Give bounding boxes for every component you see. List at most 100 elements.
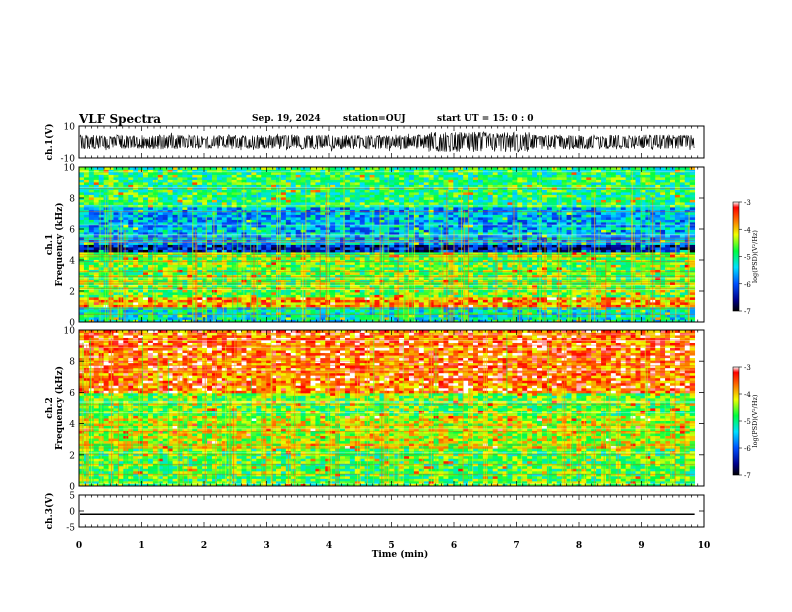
ch1-spectrogram-cell xyxy=(443,242,449,245)
ch1-spectrogram-cell xyxy=(512,297,518,300)
ch1-spectrogram-cell xyxy=(143,227,149,230)
ch1-spectrogram-cell xyxy=(576,299,582,303)
ch1-spectrogram-cell xyxy=(689,317,696,320)
ch1-spectrogram-cell xyxy=(433,259,439,263)
ch1-spectrogram-cell xyxy=(660,274,666,278)
ch1-spectrogram-cell xyxy=(98,269,105,273)
ch1-spectrogram-cell xyxy=(103,274,109,278)
ch1-spectrogram-cell xyxy=(192,314,198,318)
ch1-spectrogram-cell xyxy=(226,242,233,245)
ch1-spectrogram-cell xyxy=(428,297,435,300)
ch1-spectrogram-cell xyxy=(192,229,198,233)
ch1-spectrogram-cell xyxy=(655,307,661,310)
ch1-spectrogram-cell xyxy=(266,257,272,260)
ch1-spectrogram-cell xyxy=(177,319,183,323)
ch1-spectrogram-cell xyxy=(581,257,587,260)
ch1-spectrogram-cell xyxy=(335,242,341,245)
ch1-spectrogram-cell xyxy=(408,314,415,318)
ch1-spectrogram-cell xyxy=(290,232,297,235)
ch1-spectrogram-cell xyxy=(561,317,567,320)
ch1-spectrogram-cell xyxy=(620,299,627,303)
ch1-spectrogram-cell xyxy=(487,242,494,245)
ch1-spectrogram-cell xyxy=(221,224,228,228)
ch1-spectrogram-cell xyxy=(162,229,169,233)
ch1-spectrogram-cell xyxy=(276,309,282,313)
ch1-spectrogram-cell xyxy=(143,304,149,308)
ch1-spectrogram-cell xyxy=(187,299,193,303)
ch1-spectrogram-cell xyxy=(172,309,178,313)
ch1-spectrogram-cell xyxy=(551,227,558,230)
ch1-spectrogram-cell xyxy=(167,262,173,265)
ch1-spectrogram-cell xyxy=(665,289,671,293)
ch1-spectrogram-cell xyxy=(280,304,287,308)
ch1-spectrogram-cell xyxy=(418,294,425,298)
ch1-spectrogram-cell xyxy=(615,242,622,245)
ch1-spectrogram-cell xyxy=(211,282,218,285)
ch1-spectrogram-cell xyxy=(256,277,262,280)
ch1-spectrogram-cell xyxy=(98,309,105,313)
ch1-spectrogram-cell xyxy=(473,252,479,255)
ch1-spectrogram-cell xyxy=(162,232,169,235)
ch1-spectrogram-cell xyxy=(502,317,508,320)
ch1-spectrogram-cell xyxy=(546,317,553,320)
ch1-spectrogram-cell xyxy=(221,314,228,318)
ch1-spectrogram-cell xyxy=(458,247,464,250)
ch1-spectrogram-cell xyxy=(586,232,592,235)
ch1-spectrogram-cell xyxy=(157,229,164,233)
ch1-spectrogram-cell xyxy=(473,282,479,285)
ch1-spectrogram-cell xyxy=(610,267,617,270)
ch1-spectrogram-cell xyxy=(507,282,513,285)
ch1-spectrogram-cell xyxy=(157,244,164,248)
ch1-spectrogram-cell xyxy=(581,247,587,250)
ch1-spectrogram-cell xyxy=(635,302,641,305)
ch1-spectrogram-cell xyxy=(655,237,661,240)
ch1-spectrogram-cell xyxy=(468,262,474,265)
ch1-spectrogram-cell xyxy=(221,302,228,305)
ch1-spectrogram-cell xyxy=(128,257,134,260)
ch1-spectrogram-cell xyxy=(147,294,154,298)
ch1-spectrogram-cell xyxy=(320,249,326,253)
ch1-spectrogram-cell xyxy=(684,277,691,280)
ch1-spectrogram-cell xyxy=(645,302,651,305)
ch1-spectrogram-cell xyxy=(83,274,90,278)
ch1-spectrogram-cell xyxy=(256,252,262,255)
ch1-spectrogram-cell xyxy=(684,264,691,268)
ch1-spectrogram-cell xyxy=(468,307,474,310)
ch1-spectrogram-cell xyxy=(162,252,169,255)
ch1-spectrogram-cell xyxy=(305,252,311,255)
ch1-spectrogram-cell xyxy=(605,282,612,285)
ch1-spectrogram-cell xyxy=(601,294,607,298)
ch1-spectrogram-cell xyxy=(379,237,385,240)
ch1-spectrogram-cell xyxy=(408,259,415,263)
ch1-spectrogram-cell xyxy=(463,242,469,245)
ch1-spectrogram-cell xyxy=(502,232,508,235)
ch1-spectrogram-cell xyxy=(473,257,479,260)
ch1-spectrogram-cell xyxy=(305,272,311,275)
ch1-spectrogram-cell xyxy=(458,257,464,260)
ch1-spectrogram-cell xyxy=(359,297,366,300)
ch1-spectrogram-cell xyxy=(167,274,173,278)
ch1-spectrogram-cell xyxy=(315,284,321,288)
ch1-spectrogram-cell xyxy=(571,317,577,320)
ch1-spectrogram-cell xyxy=(167,254,173,258)
ch1-spectrogram-cell xyxy=(133,232,139,235)
ch1-spectrogram-cell xyxy=(216,302,223,305)
ch1-spectrogram-cell xyxy=(305,229,311,233)
ch1-spectrogram-cell xyxy=(660,309,666,313)
ch1-spectrogram-cell xyxy=(359,259,366,263)
ch1-spectrogram-cell xyxy=(428,292,435,295)
ch1-spectrogram-cell xyxy=(349,317,356,320)
ch1-spectrogram-cell xyxy=(295,307,302,310)
ch1-spectrogram-cell xyxy=(197,269,203,273)
ch1-spectrogram-cell xyxy=(551,277,558,280)
ch1-spectrogram-cell xyxy=(197,312,203,315)
ch1-spectrogram-cell xyxy=(182,304,188,308)
ch1-spectrogram-cell xyxy=(340,284,346,288)
ch1-spectrogram-cell xyxy=(162,267,169,270)
ch1-spectrogram-cell xyxy=(413,307,420,310)
ch1-spectrogram-cell xyxy=(344,254,351,258)
ch1-spectrogram-cell xyxy=(502,257,508,260)
ch1-spectrogram-cell xyxy=(394,229,400,233)
ch1-spectrogram-cell xyxy=(655,254,661,258)
ch1-spectrogram-cell xyxy=(93,229,100,233)
